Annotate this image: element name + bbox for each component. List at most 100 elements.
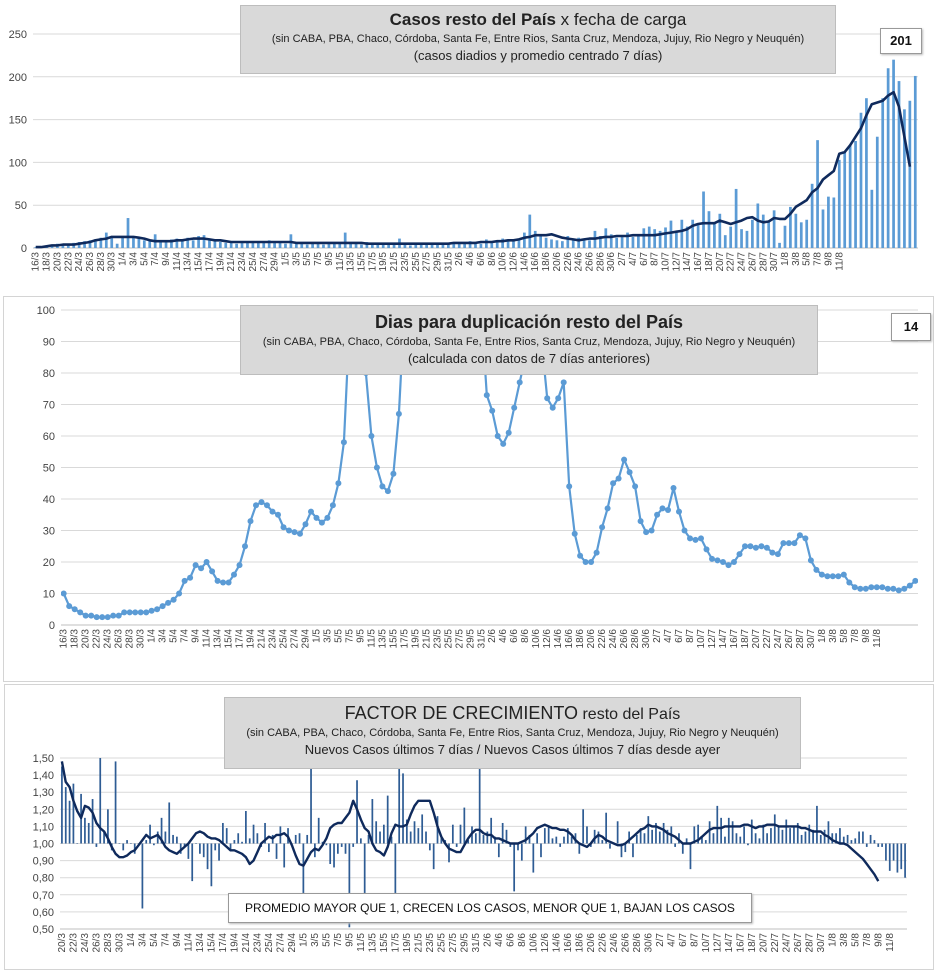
- x-tick-label: 1/5: [311, 629, 322, 643]
- x-tick-label: 8/6: [520, 629, 531, 643]
- factor-bar: [176, 836, 178, 844]
- y-tick-label: 1,00: [33, 839, 54, 851]
- x-tick-label: 13/4: [195, 933, 206, 953]
- factor-bar: [793, 826, 795, 844]
- x-tick-label: 7/5: [333, 933, 344, 947]
- doubling-point: [489, 407, 496, 414]
- daily-case-bar: [360, 244, 363, 248]
- doubling-point: [895, 587, 902, 594]
- x-tick-label: 9/5: [324, 252, 335, 266]
- daily-case-bar: [132, 236, 135, 248]
- x-tick-label: 24/7: [737, 252, 748, 272]
- x-tick-label: 13/4: [213, 629, 224, 649]
- doubling-point: [604, 505, 611, 512]
- daily-case-bar: [414, 243, 418, 248]
- y-tick-label: 0,50: [33, 924, 54, 936]
- factor-bar: [164, 831, 167, 844]
- x-tick-label: 30/3: [136, 629, 147, 649]
- doubling-point: [731, 559, 737, 565]
- doubling-point: [269, 508, 276, 515]
- daily-case-bar: [267, 240, 271, 248]
- doubling-point: [632, 483, 639, 490]
- x-tick-label: 19/5: [410, 629, 421, 649]
- x-tick-label: 19/4: [215, 252, 226, 272]
- factor-bar: [233, 840, 236, 844]
- daily-case-bar: [772, 210, 776, 248]
- chart2-title-box: Dias para duplicación resto del País (si…: [240, 305, 818, 375]
- factor-bar: [199, 843, 201, 854]
- daily-case-bar: [370, 243, 374, 248]
- daily-case-bar: [718, 213, 722, 248]
- doubling-point: [774, 551, 781, 558]
- factor-bar: [172, 834, 174, 844]
- daily-case-bar: [332, 243, 336, 248]
- daily-case-bar: [83, 241, 86, 248]
- x-tick-label: 14/7: [724, 933, 735, 953]
- factor-bar: [678, 833, 680, 844]
- factor-bar: [724, 836, 726, 844]
- x-tick-label: 30/6: [643, 933, 654, 953]
- x-tick-label: 28/6: [632, 933, 643, 953]
- factor-bar: [95, 843, 98, 847]
- factor-bar: [865, 843, 868, 847]
- factor-bar: [904, 843, 906, 878]
- factor-bar: [482, 834, 485, 844]
- factor-bar: [306, 834, 309, 844]
- daily-case-bar: [767, 222, 771, 248]
- y-tick-label: 20: [43, 557, 55, 569]
- daily-case-bar: [675, 230, 678, 248]
- y-tick-label: 1,30: [33, 787, 54, 799]
- factor-bar: [800, 834, 803, 844]
- y-tick-label: 50: [43, 463, 55, 475]
- doubling-point: [286, 527, 292, 534]
- x-tick-label: 14/6: [519, 252, 530, 272]
- factor-bar: [885, 843, 887, 861]
- x-tick-label: 3/4: [128, 252, 139, 266]
- daily-case-bar: [506, 241, 510, 248]
- factor-bar: [455, 843, 458, 847]
- daily-case-bar: [599, 236, 602, 248]
- x-tick-label: 2/6: [454, 252, 465, 266]
- x-tick-label: 22/3: [63, 252, 74, 272]
- x-tick-label: 6/7: [678, 933, 689, 947]
- daily-case-bar: [555, 240, 559, 248]
- daily-case-bar: [544, 237, 548, 248]
- daily-case-bar: [392, 242, 396, 248]
- factor-bar: [317, 817, 320, 844]
- x-tick-label: 26/3: [85, 252, 96, 272]
- x-tick-label: 3/8: [791, 252, 802, 266]
- daily-case-bar: [457, 243, 461, 248]
- average-line: [35, 90, 912, 249]
- factor-bar: [325, 843, 328, 846]
- doubling-point: [736, 551, 743, 558]
- factor-bar: [632, 843, 634, 858]
- doubling-point: [840, 571, 847, 578]
- factor-bar: [379, 831, 381, 844]
- y-tick-label: 70: [43, 400, 55, 412]
- doubling-point: [884, 585, 891, 592]
- doubling-point: [505, 429, 512, 436]
- x-tick-label: 23/4: [268, 629, 279, 649]
- x-tick-label: 30/6: [641, 629, 652, 649]
- x-tick-label: 27/5: [454, 629, 465, 649]
- factor-bar: [382, 824, 385, 844]
- doubling-point: [302, 521, 309, 528]
- factor-bar: [559, 843, 562, 847]
- daily-case-bar: [723, 235, 727, 248]
- factor-bar: [658, 831, 661, 844]
- doubling-point: [901, 585, 908, 592]
- factor-bar: [294, 834, 297, 844]
- y-tick-label: 80: [43, 368, 55, 380]
- x-tick-label: 21/5: [413, 933, 424, 953]
- daily-case-bar: [691, 219, 695, 248]
- y-tick-label: 1,20: [33, 804, 54, 816]
- doubling-point: [132, 609, 139, 616]
- daily-case-bar: [273, 242, 276, 248]
- daily-case-bar: [104, 232, 108, 248]
- x-tick-label: 14/7: [718, 629, 729, 649]
- doubling-point: [813, 566, 820, 573]
- daily-case-bar: [490, 242, 494, 248]
- x-tick-label: 12/6: [509, 252, 520, 272]
- x-tick-label: 4/6: [498, 629, 509, 643]
- daily-case-bar: [349, 243, 352, 248]
